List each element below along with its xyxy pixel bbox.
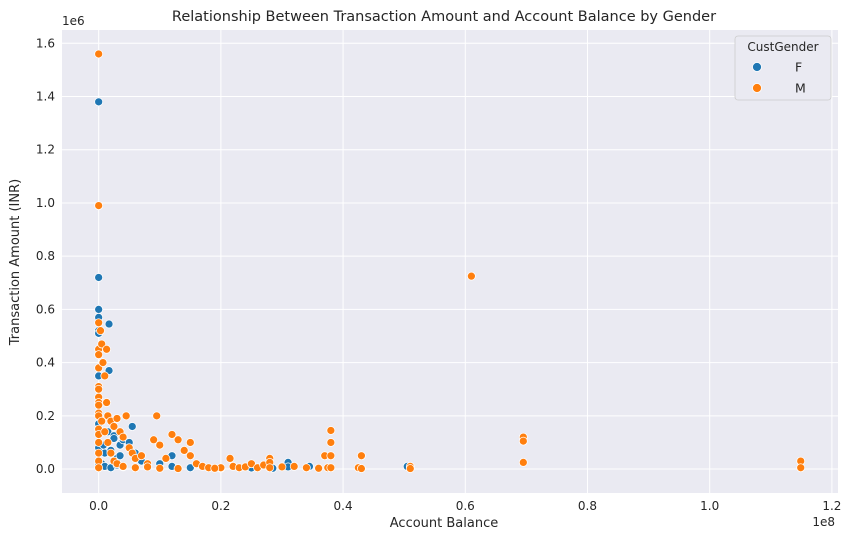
data-point: [94, 97, 104, 107]
data-point: [167, 430, 177, 439]
data-point: [289, 462, 299, 471]
legend-marker: [752, 62, 762, 72]
data-point: [127, 422, 137, 431]
data-point: [94, 350, 104, 360]
data-point: [121, 411, 131, 421]
x-tick-label: 0.8: [578, 499, 597, 513]
data-point: [326, 438, 336, 447]
data-point: [112, 414, 122, 423]
y-tick-label: 1.2: [36, 143, 55, 157]
data-point: [106, 448, 116, 458]
data-point: [94, 438, 104, 447]
data-point: [173, 435, 183, 445]
data-point: [98, 358, 108, 367]
y-tick-label: 1.0: [36, 196, 55, 210]
data-point: [94, 463, 104, 473]
data-point: [247, 459, 256, 469]
data-point: [265, 463, 275, 473]
data-point: [326, 426, 336, 435]
x-axis-title: Account Balance: [390, 516, 498, 531]
data-point: [161, 454, 171, 463]
tick-labels: 0.0 0.2 0.4 0.6 0.8 1.0 1.2 0.0 0.2 0.4 0.6 0.8 1.0 1…: [36, 36, 842, 513]
x-tick-label: 1.2: [822, 499, 841, 513]
data-point: [94, 384, 104, 394]
data-point: [210, 463, 220, 473]
y-tick-label: 0.2: [36, 409, 55, 423]
y-tick-label: 0.4: [36, 356, 55, 370]
data-point: [326, 463, 336, 473]
data-point: [518, 436, 528, 446]
data-point: [405, 464, 415, 473]
y-axis-offset-label: 1e6: [62, 14, 85, 28]
data-point: [179, 446, 189, 455]
data-point: [796, 463, 806, 473]
legend-label: M: [795, 81, 806, 96]
data-point: [102, 344, 111, 354]
data-point: [137, 451, 146, 461]
data-point: [143, 462, 152, 472]
data-point: [155, 440, 165, 450]
data-point: [118, 432, 128, 442]
data-point: [109, 434, 119, 443]
data-point: [130, 463, 140, 473]
chart-title: Relationship Between Transaction Amount …: [172, 9, 716, 25]
data-point: [115, 451, 125, 461]
data-point: [94, 273, 104, 282]
data-point: [277, 462, 287, 472]
y-axis-title: Transaction Amount (INR): [8, 179, 23, 346]
x-axis-offset-label: 1e8: [812, 515, 835, 529]
data-point: [357, 464, 366, 473]
data-point: [314, 463, 324, 473]
data-point: [518, 458, 528, 467]
data-point: [118, 462, 128, 471]
x-tick-label: 0.2: [211, 499, 230, 513]
y-tick-label: 1.4: [36, 90, 55, 104]
data-point: [102, 398, 111, 407]
data-point: [149, 435, 159, 445]
data-point: [94, 448, 104, 458]
data-point: [94, 400, 104, 410]
data-point: [185, 451, 195, 461]
data-point: [302, 463, 311, 473]
data-point: [185, 438, 195, 447]
grid-lines: [62, 30, 838, 493]
data-point: [173, 464, 183, 473]
data-point: [104, 319, 114, 329]
data-point: [97, 339, 107, 349]
data-points: [94, 49, 806, 473]
y-tick-label: 0.6: [36, 302, 55, 316]
data-point: [100, 427, 110, 437]
y-tick-label: 0.8: [36, 249, 55, 263]
x-tick-label: 0.4: [334, 499, 353, 513]
data-point: [97, 416, 107, 426]
data-point: [94, 318, 104, 328]
data-point: [103, 438, 113, 447]
data-point: [94, 49, 104, 59]
legend-title: CustGender: [747, 40, 818, 54]
legend-items: FM: [752, 60, 806, 96]
legend-marker: [752, 83, 762, 93]
data-point: [109, 422, 119, 431]
data-point: [100, 371, 110, 381]
y-tick-label: 0.0: [36, 462, 55, 476]
data-point: [357, 451, 366, 461]
plot-area: [62, 30, 838, 493]
x-tick-label: 0.6: [456, 499, 475, 513]
legend: CustGender FM: [734, 35, 832, 101]
legend-label: F: [795, 60, 802, 75]
data-point: [225, 454, 235, 463]
x-tick-label: 1.0: [700, 499, 719, 513]
data-point: [155, 463, 165, 473]
series-M: [94, 49, 806, 473]
data-point: [185, 463, 195, 473]
data-point: [152, 411, 162, 421]
data-point: [94, 305, 104, 314]
data-point: [467, 271, 476, 281]
data-point: [94, 201, 104, 210]
data-point: [96, 326, 105, 336]
y-tick-label: 1.6: [36, 36, 55, 50]
x-tick-label: 0.0: [89, 499, 108, 513]
data-point: [326, 451, 336, 461]
